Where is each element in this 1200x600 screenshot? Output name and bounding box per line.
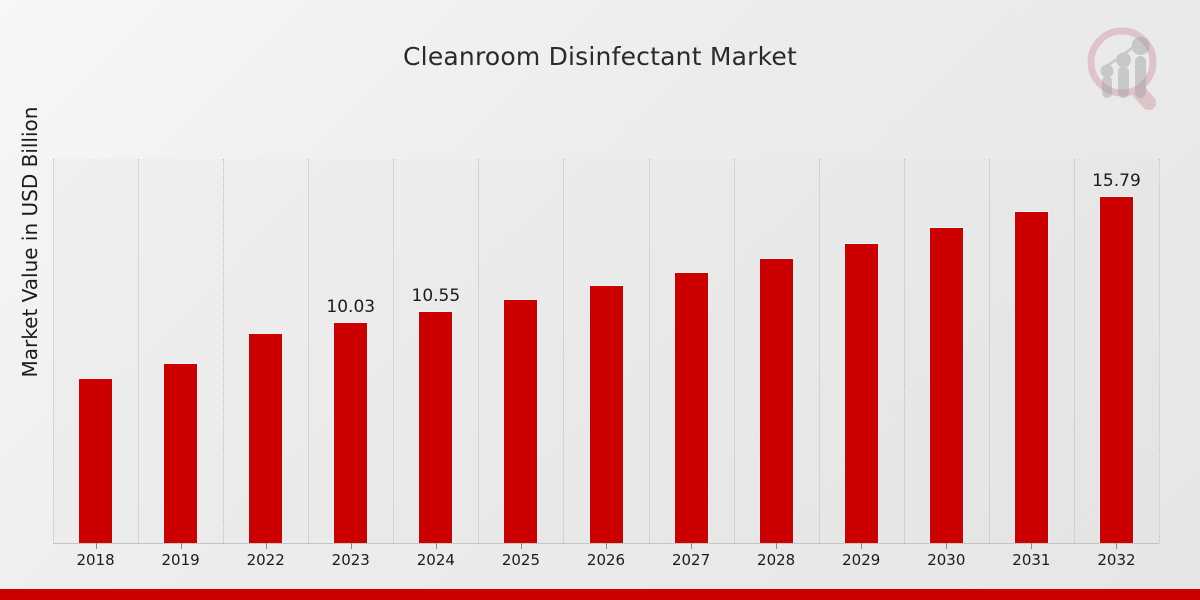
x-tick-label-2019: 2019: [161, 551, 200, 569]
gridline: [478, 159, 480, 543]
gridline: [648, 159, 650, 543]
gridline: [818, 159, 820, 543]
x-tick-label-2023: 2023: [331, 551, 370, 569]
bar-value-label-2032: 15.79: [1092, 170, 1141, 191]
footer-accent-bar: [0, 589, 1200, 600]
gridline: [903, 159, 905, 543]
gridline: [393, 159, 395, 543]
bar-2019[interactable]: [163, 363, 199, 543]
x-tick-label-2018: 2018: [76, 551, 115, 569]
x-tick-2025: [520, 543, 522, 549]
gridline: [988, 159, 990, 543]
x-tick-label-2027: 2027: [671, 551, 711, 569]
x-tick-label-2026: 2026: [586, 551, 626, 569]
x-tick-label-2030: 2030: [927, 551, 966, 569]
bar-2028[interactable]: [758, 258, 794, 543]
x-tick-2032: [1116, 543, 1118, 549]
x-tick-2022: [265, 543, 267, 549]
x-tick-label-2032: 2032: [1097, 551, 1136, 569]
gridline: [1073, 159, 1075, 543]
x-tick-2026: [606, 543, 607, 549]
x-tick-2027: [691, 543, 693, 549]
bar-2031[interactable]: [1013, 210, 1049, 543]
bar-2027[interactable]: [673, 271, 709, 543]
x-tick-2024: [435, 543, 437, 549]
bar-2026[interactable]: [588, 284, 624, 543]
gridline: [53, 159, 54, 543]
bar-2024[interactable]: [418, 310, 454, 543]
x-tick-2030: [946, 543, 948, 549]
x-tick-label-2031: 2031: [1012, 551, 1051, 569]
bar-2018[interactable]: [78, 377, 114, 543]
bar-2022[interactable]: [248, 332, 284, 543]
gridline: [563, 159, 565, 543]
x-tick-label-2025: 2025: [501, 551, 541, 569]
bar-value-label-2024: 10.55: [411, 285, 461, 306]
x-tick-label-2022: 2022: [246, 551, 285, 569]
x-tick-2019: [180, 543, 182, 549]
x-tick-2028: [776, 543, 778, 549]
x-tick-2031: [1031, 543, 1033, 549]
bar-2032[interactable]: [1098, 195, 1134, 543]
bar-2029[interactable]: [843, 242, 879, 543]
gridline: [223, 159, 225, 543]
y-axis-title: Market Value in USD Billion: [18, 106, 42, 378]
x-tick-label-2028: 2028: [757, 551, 796, 569]
plot-area: [53, 159, 1160, 543]
gridline: [138, 159, 140, 543]
bar-2030[interactable]: [928, 227, 964, 543]
bar-2025[interactable]: [503, 298, 539, 543]
x-tick-label-2024: 2024: [416, 551, 455, 569]
x-tick-label-2029: 2029: [842, 551, 881, 569]
x-tick-2029: [861, 543, 863, 549]
gridline: [733, 159, 735, 543]
x-tick-2018: [95, 543, 97, 549]
gridline: [1159, 159, 1160, 543]
bar-value-label-2023: 10.03: [326, 297, 376, 318]
page-title: Cleanroom Disinfectant Market: [403, 42, 797, 71]
bar-2023[interactable]: [333, 322, 369, 543]
gridline: [308, 159, 310, 543]
magnifier-bar-chart-logo: [1087, 27, 1157, 110]
x-tick-2023: [350, 543, 352, 549]
